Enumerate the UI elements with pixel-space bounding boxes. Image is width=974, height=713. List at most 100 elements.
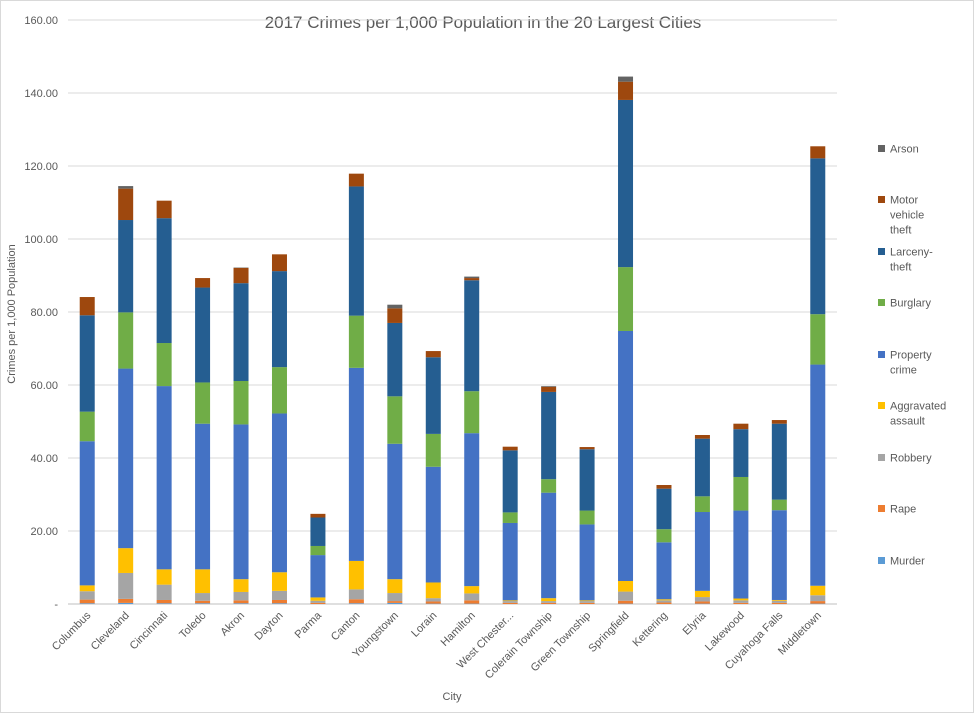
bar-segment [502,602,518,604]
bar-segment [79,603,95,604]
bar-segment [233,380,249,425]
bar-segment [156,603,172,604]
bar-segment [348,589,364,600]
bar-segment [502,522,518,601]
y-tick-label: 20.00 [30,526,58,538]
bar-segment [195,287,211,383]
bar-segment [464,278,480,281]
x-axis-title: City [443,691,462,703]
bar-segment [387,396,403,444]
bar-segment [195,603,211,604]
legend-item: Murder [878,556,925,568]
bar-segment [579,447,595,450]
bar-segment [810,364,826,586]
x-tick-label: Toledo [177,610,208,641]
bar-segment [271,590,287,600]
bar-segment [733,510,749,599]
legend-item: Burglary [878,298,931,310]
bar-segment [656,485,672,489]
bar-segment [348,315,364,368]
bar-segment [233,283,249,381]
bars [79,76,826,604]
bar-segment [579,601,595,603]
bar-segment [425,357,441,434]
bar-segment [541,492,557,599]
bar-segment [348,603,364,604]
bar-segment [464,600,480,604]
bar-segment [771,599,787,601]
legend-swatch [878,351,885,358]
bar-segment [348,367,364,561]
x-tick-label: Cincinnati [128,610,171,653]
bar-segment [271,413,287,573]
bar-segment [694,597,710,602]
bar-segment [502,601,518,603]
bar-segment [156,218,172,344]
bar-segment [118,548,134,573]
bar-segment [810,595,826,602]
bar-segment [425,598,441,602]
legend-swatch [878,454,885,461]
bar-segment [79,585,95,592]
bar-segment [233,591,249,601]
bar-segment [79,441,95,586]
bar-segment [541,386,557,387]
bar-segment [733,602,749,604]
bar-segment [771,602,787,604]
x-tick-label: Canton [329,610,363,644]
bar-segment [464,276,480,279]
bar-segment [656,599,672,601]
bar-segment [733,423,749,430]
bar-segment [771,499,787,511]
bar-segment [464,391,480,434]
bar-segment [541,479,557,493]
bar-segment [810,601,826,604]
bar-segment [579,449,595,511]
bar-segment [541,602,557,604]
bar-segment [694,512,710,591]
x-tick-label: Kettering [630,610,670,650]
bar-segment [425,601,441,604]
bar-segment [464,593,480,601]
legend-item: Robbery [878,453,932,465]
bar-segment [656,529,672,543]
bar-segment [156,200,172,219]
bar-segment [118,186,134,189]
bar-segment [618,330,634,581]
bar-segment [271,271,287,368]
bar-segment [425,351,441,358]
legend-swatch [878,557,885,564]
legend-item: Property crime [878,350,932,377]
bar-segment [464,433,480,587]
legend-label: Rape [890,504,916,516]
bar-segment [810,146,826,159]
bar-segment [733,598,749,601]
bar-segment [656,600,672,603]
bar-segment [310,517,326,546]
bar-segment [387,601,403,603]
bar-segment [271,367,287,414]
x-tick-label: Columbus [50,609,94,653]
bar-segment [310,600,326,603]
x-tick-label: Lorain [409,610,439,640]
bar-segment [656,488,672,530]
bar-segment [195,278,211,288]
y-tick-label: 40.00 [30,453,58,465]
bar-segment [694,496,710,513]
bar-segment [118,312,134,369]
x-tick-label: Colerain Township [483,610,555,682]
bar-segment [387,304,403,309]
bar-segment [618,76,634,82]
bar-segment [387,602,403,604]
chart-title: 2017 Crimes per 1,000 Population in the … [265,13,702,32]
bar-segment [156,584,172,600]
x-tick-label: Elyria [681,609,710,638]
bar-segment [425,582,441,599]
y-tick-label: - [54,599,58,611]
y-tick-label: 60.00 [30,380,58,392]
bar-segment [771,423,787,500]
bar-segment [618,591,634,601]
legend-item: Arson [878,144,919,156]
y-axis-title: Crimes per 1,000 Population [6,244,18,383]
